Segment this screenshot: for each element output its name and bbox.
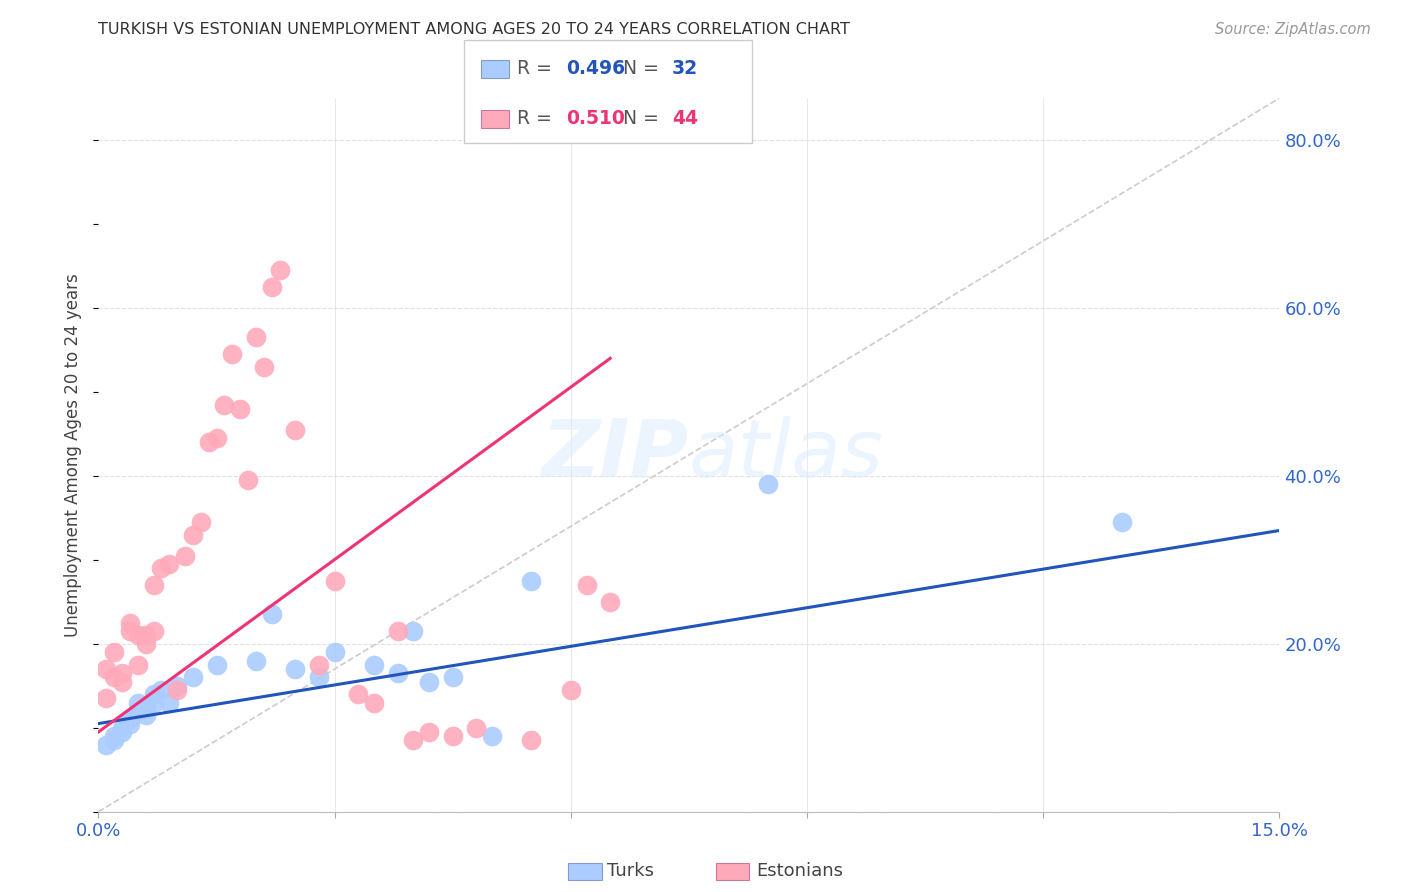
Point bbox=[118, 624, 141, 639]
Point bbox=[103, 670, 125, 684]
Point bbox=[520, 574, 543, 588]
Point bbox=[103, 645, 125, 659]
Point bbox=[323, 574, 346, 588]
Point bbox=[111, 725, 134, 739]
Point bbox=[418, 725, 440, 739]
Point bbox=[157, 696, 180, 710]
Point bbox=[142, 696, 165, 710]
Point bbox=[260, 607, 283, 622]
Text: N =: N = bbox=[623, 59, 665, 78]
Point bbox=[308, 657, 330, 672]
Point bbox=[205, 431, 228, 445]
Point bbox=[127, 657, 149, 672]
Point bbox=[599, 595, 621, 609]
Point bbox=[142, 578, 165, 592]
Point bbox=[127, 628, 149, 642]
Text: Estonians: Estonians bbox=[756, 863, 844, 880]
Point bbox=[221, 347, 243, 361]
Point bbox=[387, 624, 409, 639]
Point bbox=[127, 696, 149, 710]
Point bbox=[135, 637, 157, 651]
Point bbox=[236, 473, 259, 487]
Point bbox=[347, 687, 370, 701]
Point bbox=[142, 624, 165, 639]
Point bbox=[205, 657, 228, 672]
Point bbox=[520, 733, 543, 747]
Point bbox=[363, 657, 385, 672]
Point bbox=[135, 628, 157, 642]
Point bbox=[150, 683, 173, 698]
Point bbox=[481, 729, 503, 743]
Text: 44: 44 bbox=[672, 109, 697, 128]
Text: Source: ZipAtlas.com: Source: ZipAtlas.com bbox=[1215, 22, 1371, 37]
Point bbox=[402, 624, 425, 639]
Point bbox=[157, 557, 180, 571]
Text: atlas: atlas bbox=[689, 416, 884, 494]
Point bbox=[96, 691, 118, 706]
Point bbox=[127, 704, 149, 718]
Point bbox=[260, 280, 283, 294]
Y-axis label: Unemployment Among Ages 20 to 24 years: Unemployment Among Ages 20 to 24 years bbox=[65, 273, 83, 637]
Point bbox=[1111, 515, 1133, 529]
Text: TURKISH VS ESTONIAN UNEMPLOYMENT AMONG AGES 20 TO 24 YEARS CORRELATION CHART: TURKISH VS ESTONIAN UNEMPLOYMENT AMONG A… bbox=[98, 22, 851, 37]
Point bbox=[166, 683, 188, 698]
Point bbox=[245, 330, 267, 344]
Text: 32: 32 bbox=[672, 59, 699, 78]
Point bbox=[135, 699, 157, 714]
Point bbox=[253, 359, 276, 374]
Text: N =: N = bbox=[623, 109, 665, 128]
Point bbox=[96, 662, 118, 676]
Point bbox=[465, 721, 488, 735]
Text: Turks: Turks bbox=[607, 863, 654, 880]
Point bbox=[181, 670, 204, 684]
Point bbox=[135, 708, 157, 723]
Point bbox=[111, 674, 134, 689]
Point bbox=[441, 729, 464, 743]
Point bbox=[166, 679, 188, 693]
Point bbox=[402, 733, 425, 747]
Point bbox=[308, 670, 330, 684]
Point bbox=[229, 401, 252, 416]
Point bbox=[118, 712, 141, 726]
Point bbox=[323, 645, 346, 659]
Point bbox=[284, 423, 307, 437]
Point bbox=[142, 687, 165, 701]
Point bbox=[103, 729, 125, 743]
Point bbox=[174, 549, 197, 563]
Point bbox=[284, 662, 307, 676]
Point bbox=[118, 716, 141, 731]
Point bbox=[441, 670, 464, 684]
Point bbox=[150, 561, 173, 575]
Point bbox=[387, 666, 409, 681]
Point bbox=[111, 666, 134, 681]
Text: R =: R = bbox=[517, 109, 558, 128]
Point bbox=[111, 721, 134, 735]
Point bbox=[118, 615, 141, 630]
Text: 0.496: 0.496 bbox=[567, 59, 626, 78]
Point bbox=[245, 654, 267, 668]
Point bbox=[363, 696, 385, 710]
Point bbox=[560, 683, 582, 698]
Point bbox=[96, 738, 118, 752]
Point bbox=[418, 674, 440, 689]
Point bbox=[103, 733, 125, 747]
Text: ZIP: ZIP bbox=[541, 416, 689, 494]
Point bbox=[575, 578, 598, 592]
Point bbox=[197, 435, 219, 450]
Point bbox=[190, 515, 212, 529]
Point bbox=[181, 527, 204, 541]
Point bbox=[756, 477, 779, 491]
Point bbox=[269, 263, 291, 277]
Text: R =: R = bbox=[517, 59, 558, 78]
Text: 0.510: 0.510 bbox=[567, 109, 626, 128]
Point bbox=[214, 398, 236, 412]
